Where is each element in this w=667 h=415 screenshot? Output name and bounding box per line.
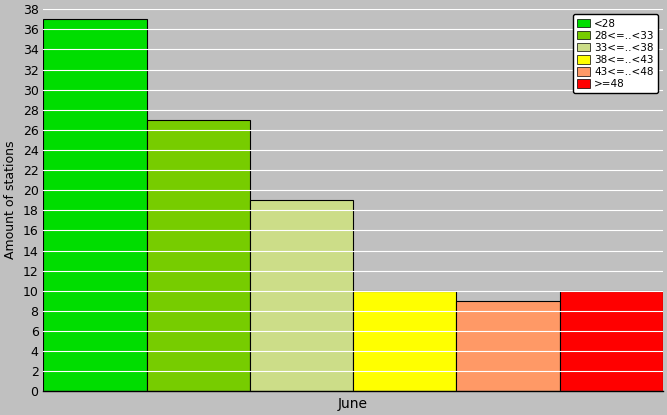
Bar: [456, 301, 560, 391]
Legend: <28, 28<=..<33, 33<=..<38, 38<=..<43, 43<=..<48, >=48: <28, 28<=..<33, 33<=..<38, 38<=..<43, 43…: [573, 15, 658, 93]
Bar: [43, 19, 147, 391]
Bar: [147, 120, 250, 391]
X-axis label: June: June: [338, 397, 368, 411]
Bar: [353, 291, 456, 391]
Y-axis label: Amount of stations: Amount of stations: [4, 141, 17, 259]
Bar: [250, 200, 353, 391]
Bar: [560, 291, 663, 391]
